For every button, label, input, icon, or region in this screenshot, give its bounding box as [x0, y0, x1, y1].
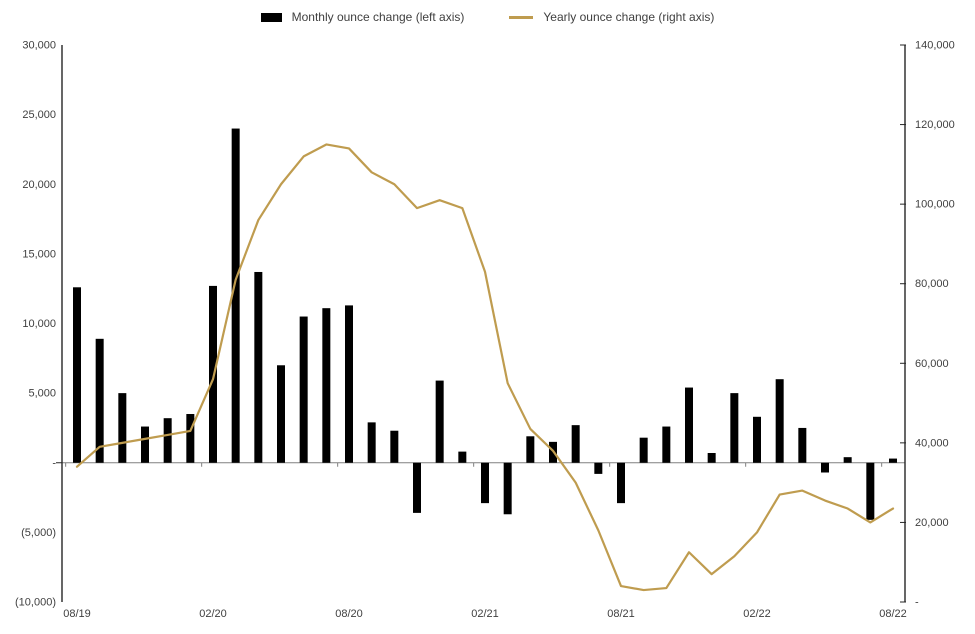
- bar-08/19: [73, 287, 81, 463]
- svg-text:08/22: 08/22: [879, 608, 907, 620]
- bar-03/22: [775, 379, 784, 463]
- svg-text:08/20: 08/20: [335, 608, 363, 620]
- bar-01/21: [458, 451, 467, 463]
- bar-06/20: [299, 316, 308, 463]
- bar-06/22: [843, 457, 852, 463]
- bar-04/21: [526, 436, 535, 463]
- svg-text:40,000: 40,000: [915, 437, 949, 449]
- bar-10/20: [390, 430, 399, 463]
- bar-04/22: [798, 427, 807, 463]
- bar-05/22: [821, 462, 829, 473]
- bar-10/19: [118, 393, 127, 463]
- svg-text:140,000: 140,000: [915, 40, 955, 52]
- bar-10/21: [662, 426, 671, 463]
- svg-text:30,000: 30,000: [22, 40, 56, 52]
- svg-text:25,000: 25,000: [22, 109, 56, 121]
- svg-text:08/21: 08/21: [607, 608, 635, 620]
- bar-01/22: [730, 393, 739, 463]
- bar-01/20: [186, 414, 195, 463]
- svg-text:02/22: 02/22: [743, 608, 771, 620]
- bar-11/21: [685, 387, 693, 463]
- legend-item-yearly: Yearly ounce change (right axis): [509, 10, 714, 24]
- bar-07/20: [322, 308, 331, 463]
- svg-text:02/21: 02/21: [471, 608, 499, 620]
- bar-12/20: [435, 380, 444, 463]
- svg-text:60,000: 60,000: [915, 358, 949, 370]
- bar-11/20: [413, 462, 421, 513]
- legend: Monthly ounce change (left axis) Yearly …: [0, 10, 975, 24]
- bar-02/21: [481, 462, 489, 504]
- bar-05/20: [277, 365, 285, 463]
- svg-text:(10,000): (10,000): [15, 597, 56, 609]
- svg-text:10,000: 10,000: [22, 318, 56, 330]
- svg-text:20,000: 20,000: [22, 179, 56, 191]
- svg-text:-: -: [915, 597, 919, 609]
- legend-item-monthly: Monthly ounce change (left axis): [260, 10, 465, 24]
- bar-06/21: [571, 425, 580, 463]
- svg-text:08/19: 08/19: [63, 608, 91, 620]
- svg-text:5,000: 5,000: [28, 388, 56, 400]
- bar-09/21: [639, 437, 648, 463]
- svg-text:15,000: 15,000: [22, 248, 56, 260]
- bar-09/20: [367, 422, 376, 463]
- svg-text:100,000: 100,000: [915, 199, 955, 211]
- bar-11/19: [141, 426, 149, 463]
- bar-08/20: [345, 305, 353, 463]
- svg-text:120,000: 120,000: [915, 119, 955, 131]
- bar-swatch-icon: [260, 12, 282, 22]
- bar-03/21: [503, 462, 512, 515]
- svg-text:20,000: 20,000: [915, 517, 949, 529]
- bar-12/19: [163, 418, 172, 463]
- yearly-line: [75, 143, 895, 592]
- legend-label-monthly: Monthly ounce change (left axis): [291, 10, 465, 24]
- bar-08/22: [889, 458, 897, 463]
- svg-text:-: -: [52, 457, 56, 469]
- bar-03/20: [231, 128, 240, 463]
- bar-09/19: [95, 338, 104, 463]
- svg-text:02/20: 02/20: [199, 608, 227, 620]
- legend-label-yearly: Yearly ounce change (right axis): [543, 10, 715, 24]
- svg-text:80,000: 80,000: [915, 278, 949, 290]
- bar-07/21: [594, 462, 603, 474]
- bar-12/21: [707, 453, 716, 463]
- bar-02/22: [753, 416, 761, 463]
- line-swatch-icon: [509, 15, 534, 19]
- bar-08/21: [617, 462, 625, 504]
- bar-07/22: [866, 462, 875, 520]
- svg-text:(5,000): (5,000): [21, 527, 56, 539]
- bar-04/20: [254, 271, 263, 463]
